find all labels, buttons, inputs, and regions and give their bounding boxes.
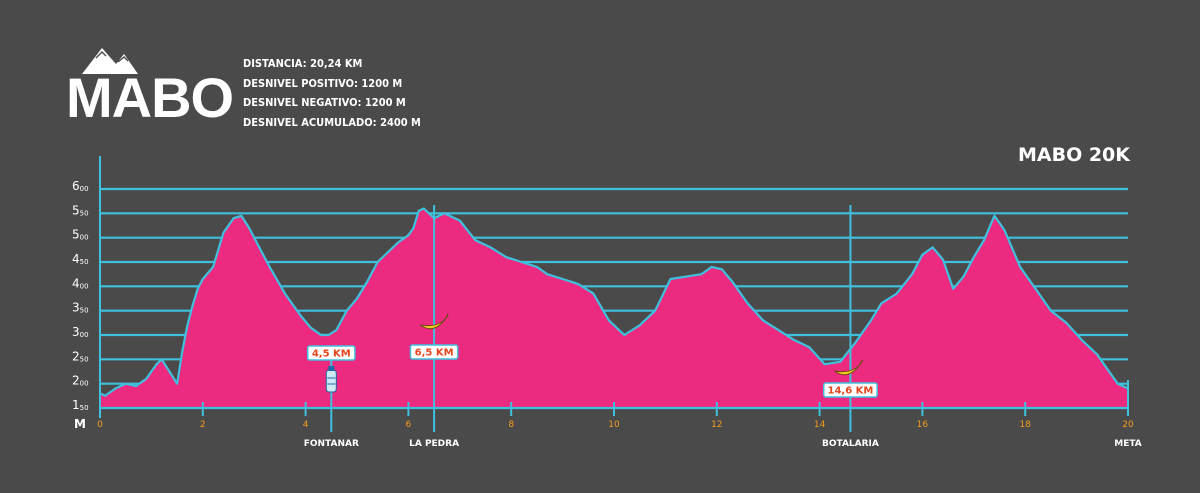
- x-tick-label: 20: [1122, 420, 1134, 430]
- x-tick-labels: 0 2 4 6 8 10 12 14 16 18 20: [97, 402, 1134, 430]
- y-axis-label: M: [74, 417, 86, 431]
- x-tick-label: 2: [200, 420, 206, 430]
- y-tick-label: 500: [72, 228, 89, 242]
- y-tick-label: 600: [72, 179, 89, 193]
- loss-stat: DESNIVEL NEGATIVO: 1200 M: [243, 96, 406, 109]
- km-badge: [409, 344, 459, 360]
- x-tick-label: 6: [406, 420, 412, 430]
- gain-stat: DESNIVEL POSITIVO: 1200 M: [243, 76, 403, 90]
- distance-stat: DISTANCIA: 20,24 KM: [243, 57, 363, 70]
- km-label: 14,6 KM: [828, 386, 874, 397]
- aid-station-markers: FONTANAR 4,5 KM LA PEDRA 6,5 KM BOTALARIA 14,…: [304, 205, 1142, 449]
- x-tick-label: 18: [1019, 420, 1031, 430]
- elevation-line: [99, 207, 1129, 397]
- mountain-logo-icon: [82, 48, 138, 74]
- place-label: FONTANAR: [304, 439, 359, 449]
- km-label: 4,5 KM: [312, 349, 351, 360]
- x-tick-label: 12: [711, 420, 722, 430]
- y-tick-label: 250: [72, 349, 89, 363]
- place-label: META: [1114, 439, 1142, 449]
- y-tick-label: 550: [72, 203, 89, 217]
- y-tick-label: 450: [72, 252, 89, 266]
- km-badge: [822, 382, 878, 398]
- x-tick-label: 4: [303, 420, 309, 430]
- x-tick-label: 14: [814, 420, 826, 430]
- chart-title: MABO 20K: [1017, 144, 1130, 166]
- place-label: BOTALARIA: [822, 439, 879, 449]
- y-tick-label: 350: [72, 301, 89, 315]
- race-stats: DISTANCIA: 20,24 KM DESNIVEL POSITIVO: 1…: [243, 54, 421, 132]
- x-tick-label: 10: [608, 420, 620, 430]
- y-tick-label: 150: [72, 398, 89, 412]
- banana-icon: [419, 313, 449, 330]
- place-label: LA PEDRA: [409, 439, 459, 449]
- total-stat: DESNIVEL ACUMULADO: 2400 M: [243, 115, 421, 129]
- water-bottle-icon: [325, 366, 337, 393]
- x-tick-label: 8: [508, 420, 514, 430]
- x-tick-label: 0: [97, 420, 103, 430]
- km-badge: [306, 345, 356, 361]
- banana-icon: [834, 359, 864, 376]
- y-tick-label: 400: [72, 276, 89, 290]
- brand-name: MABO: [66, 66, 234, 129]
- km-label: 6,5 KM: [415, 348, 454, 359]
- y-tick-labels: 150 200 250 300 350 400 450 500 550 600: [72, 179, 89, 412]
- x-tick-label: 16: [917, 420, 929, 430]
- y-tick-label: 200: [72, 374, 89, 388]
- elevation-area: [100, 208, 1128, 408]
- y-tick-label: 300: [72, 325, 89, 339]
